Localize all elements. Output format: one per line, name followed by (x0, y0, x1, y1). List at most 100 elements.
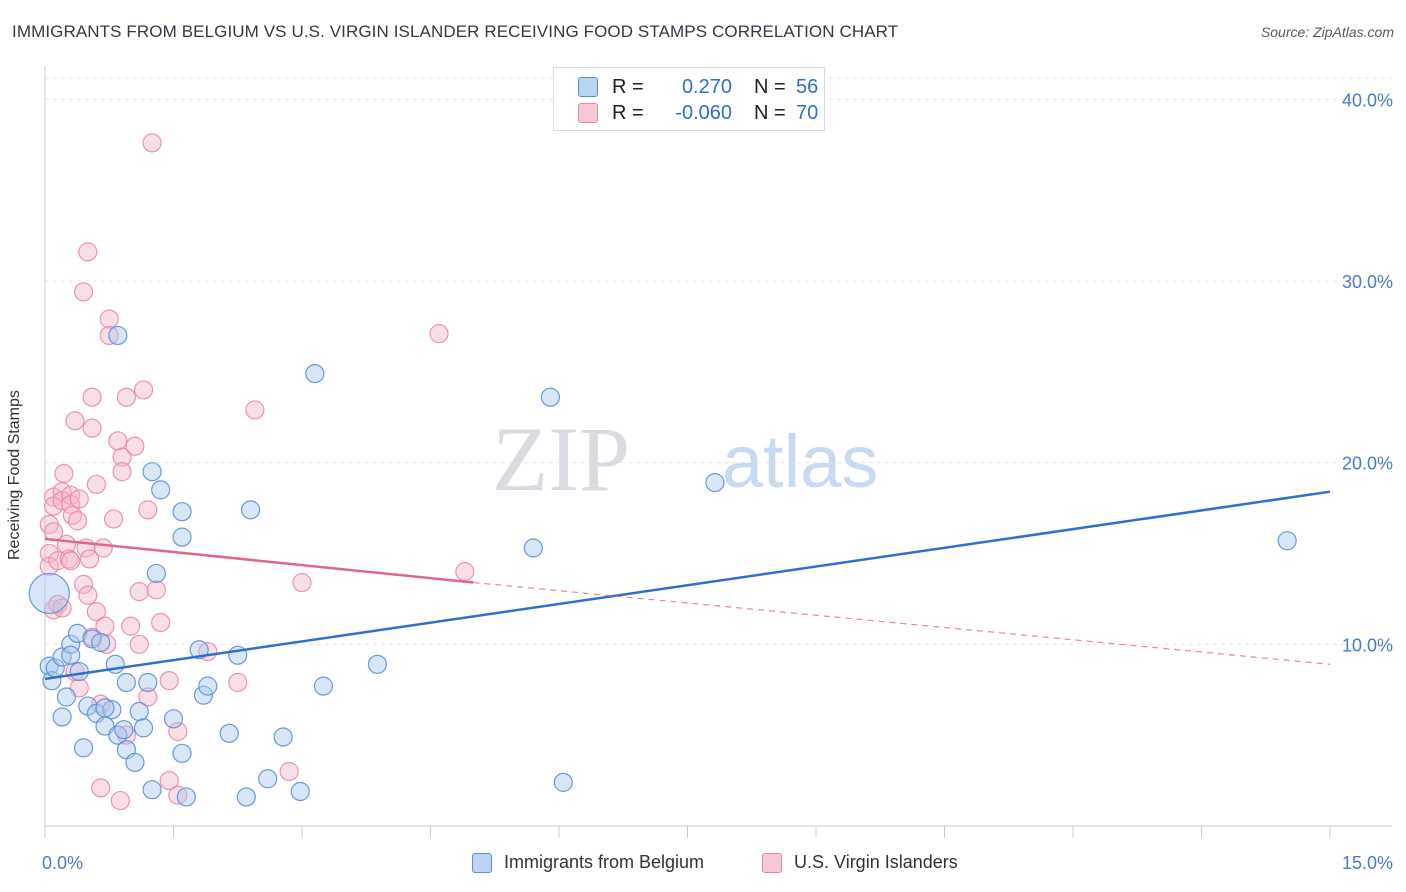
data-point-virgin-islanders (159, 770, 179, 791)
watermark-zip: ZIP (492, 408, 630, 510)
data-point-belgium (114, 720, 134, 740)
data-point-virgin-islanders (108, 431, 128, 451)
watermark-atlas: atlas (722, 420, 878, 503)
data-point-belgium (69, 661, 89, 682)
data-point-virgin-islanders (133, 380, 154, 400)
data-point-virgin-islanders (112, 462, 132, 482)
data-point-virgin-islanders (86, 602, 107, 622)
legend-n-label: N = (754, 75, 786, 98)
data-point-virgin-islanders (138, 500, 158, 520)
data-point-virgin-islanders (110, 790, 130, 811)
trend-lines (44, 490, 1331, 681)
data-point-virgin-islanders (146, 580, 166, 600)
trend-line-virgin-islanders (44, 537, 474, 584)
data-point-belgium (61, 634, 81, 654)
data-point-virgin-islanders (73, 574, 94, 594)
chart-title: IMMIGRANTS FROM BELGIUM VS U.S. VIRGIN I… (12, 22, 899, 41)
data-point-belgium (163, 709, 184, 729)
data-point-belgium (290, 781, 310, 802)
data-point-virgin-islanders (292, 572, 312, 593)
data-point-belgium (146, 563, 166, 584)
data-point-virgin-islanders (82, 387, 102, 407)
data-point-virgin-islanders (67, 511, 88, 531)
data-point-belgium (142, 462, 162, 482)
data-point-virgin-islanders (82, 418, 102, 438)
data-point-virgin-islanders (86, 474, 107, 495)
data-point-belgium (172, 502, 192, 522)
data-point-belgium (705, 473, 725, 493)
axes (44, 66, 1392, 838)
data-point-belgium (133, 718, 154, 738)
data-point-virgin-islanders (78, 585, 98, 605)
data-point-belgium (28, 572, 70, 615)
y-axis-label: Receiving Food Stamps (6, 390, 23, 560)
data-point-belgium (151, 480, 171, 500)
legend-r-label: R = (612, 75, 644, 98)
legend-swatch-pink (762, 852, 782, 873)
data-point-belgium (102, 700, 122, 720)
watermark: ZIP atlas (492, 408, 878, 510)
source-credit: Source: ZipAtlas.com (1260, 24, 1394, 40)
y-tick-label: 30.0% (1342, 272, 1393, 292)
x-tick-label: 15.0% (1342, 853, 1393, 873)
data-point-belgium (116, 672, 136, 693)
tick-labels: 10.0% 20.0% 30.0% 40.0% 0.0% 15.0% (42, 90, 1393, 873)
legend-swatch-pink (578, 103, 598, 123)
legend-swatch-blue (472, 852, 492, 873)
data-point-belgium (189, 640, 209, 660)
trend-line-belgium (44, 490, 1331, 681)
data-point-virgin-islanders (168, 721, 188, 742)
data-point-virgin-islanders (79, 549, 100, 569)
data-point-virgin-islanders (62, 505, 83, 525)
data-point-virgin-islanders (78, 242, 98, 262)
data-point-belgium (108, 725, 128, 745)
data-point-virgin-islanders (116, 387, 136, 407)
data-point-virgin-islanders (142, 133, 162, 153)
data-point-virgin-islanders (73, 282, 94, 302)
y-tick-label: 40.0% (1342, 90, 1393, 110)
data-point-virgin-islanders (65, 411, 85, 431)
data-point-virgin-islanders (99, 309, 119, 329)
data-point-virgin-islanders (112, 447, 132, 467)
data-point-belgium (172, 527, 192, 547)
data-point-virgin-islanders (159, 671, 179, 691)
data-point-belgium (219, 723, 239, 743)
data-point-belgium (198, 676, 218, 696)
legend-r-value: -0.060 (675, 101, 732, 124)
data-point-virgin-islanders (61, 551, 81, 571)
data-point-belgium (236, 787, 256, 807)
data-point-belgium (56, 687, 77, 707)
data-point-belgium (305, 364, 325, 384)
data-point-virgin-islanders (69, 489, 89, 509)
legend-row-belgium: R = 0.270 N = 56 (578, 74, 818, 100)
series-us-virgin-islanders (39, 133, 475, 811)
data-point-belgium (138, 672, 158, 693)
data-point-belgium (67, 623, 88, 644)
data-point-belgium (1277, 531, 1297, 551)
data-point-belgium (142, 780, 162, 800)
legend-n-label: N = (754, 101, 786, 124)
data-point-belgium (193, 685, 214, 705)
data-point-virgin-islanders (121, 616, 141, 636)
data-point-belgium (125, 752, 145, 773)
trend-line-virgin-islanders (473, 581, 1331, 665)
data-point-virgin-islanders (54, 463, 74, 484)
legend-item-belgium: Immigrants from Belgium (472, 852, 704, 873)
data-point-virgin-islanders (455, 562, 475, 582)
data-point-belgium (553, 772, 573, 792)
data-point-belgium (523, 538, 543, 558)
data-point-belgium (176, 787, 196, 807)
legend-r-label: R = (612, 101, 644, 124)
data-point-virgin-islanders (279, 761, 299, 782)
data-point-belgium (313, 676, 334, 696)
x-tick-label: 0.0% (42, 853, 83, 873)
y-tick-label: 10.0% (1342, 635, 1393, 655)
stats-legend: R = 0.270 N = 56 R = -0.060 N = 70 (553, 67, 825, 131)
data-point-belgium (91, 632, 111, 653)
data-point-belgium (73, 738, 94, 758)
data-point-virgin-islanders (91, 778, 111, 798)
data-point-belgium (52, 707, 72, 727)
data-point-belgium (61, 645, 81, 665)
series-immigrants-from-belgium (28, 325, 1297, 807)
